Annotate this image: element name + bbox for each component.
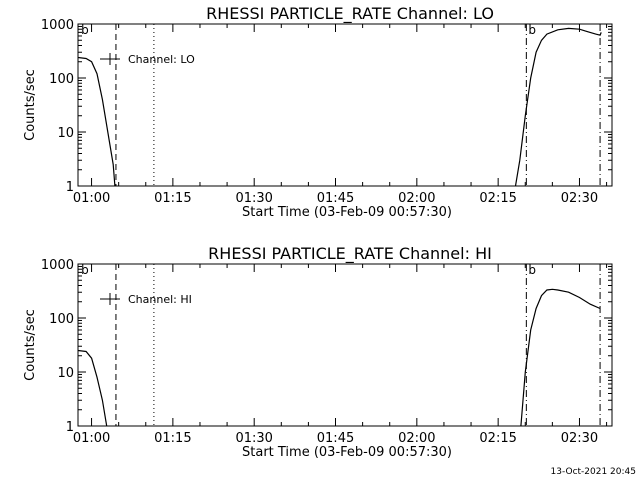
marker-label: b: [81, 23, 89, 37]
x-tick-label: 01:15: [154, 431, 191, 446]
legend-label: Channel: HI: [128, 293, 192, 306]
y-tick-label: 1000: [41, 18, 74, 33]
series-line: [520, 288, 601, 426]
x-tick-label: 01:00: [73, 191, 110, 206]
x-tick-label: 02:15: [479, 191, 516, 206]
x-axis-label: Start Time (03-Feb-09 00:57:30): [242, 445, 452, 460]
x-tick-label: 01:15: [154, 191, 191, 206]
x-tick-label: 02:30: [561, 431, 598, 446]
x-tick-label: 02:15: [479, 431, 516, 446]
y-tick-label: 1: [66, 420, 74, 435]
y-tick-label: 1000: [41, 258, 74, 273]
marker-label: b: [528, 263, 536, 277]
y-tick-label: 100: [49, 72, 74, 87]
series-line: [78, 349, 108, 426]
y-axis-label: Counts/sec: [23, 309, 38, 381]
x-tick-label: 01:30: [235, 431, 272, 446]
chart-panel-0: RHESSI PARTICLE_RATE Channel: LO 1 10 100 10…: [23, 4, 613, 220]
y-tick-label: 100: [49, 312, 74, 327]
chart-title: RHESSI PARTICLE_RATE Channel: HI: [208, 244, 492, 264]
series-line: [514, 27, 602, 186]
plot-frame: [77, 263, 613, 427]
x-tick-label: 01:45: [317, 191, 354, 206]
x-tick-label: 01:00: [73, 431, 110, 446]
y-tick-label: 10: [57, 126, 74, 141]
chart-title: RHESSI PARTICLE_RATE Channel: LO: [206, 4, 494, 24]
x-tick-label: 02:00: [398, 191, 435, 206]
marker-label: b: [528, 23, 536, 37]
x-tick-label: 01:30: [235, 191, 272, 206]
footer-timestamp: 13-Oct-2021 20:45: [551, 467, 636, 477]
x-tick-label: 02:30: [561, 191, 598, 206]
x-axis-label: Start Time (03-Feb-09 00:57:30): [242, 205, 452, 220]
plot-frame: [77, 23, 613, 187]
legend-label: Channel: LO: [128, 53, 195, 66]
y-tick-label: 10: [57, 366, 74, 381]
marker-label: b: [81, 263, 89, 277]
x-tick-label: 02:00: [398, 431, 435, 446]
y-tick-label: 1: [66, 180, 74, 195]
chart-panel-1: RHESSI PARTICLE_RATE Channel: HI 1 10 100 10…: [23, 244, 613, 460]
x-tick-label: 01:45: [317, 431, 354, 446]
y-axis-label: Counts/sec: [23, 69, 38, 141]
series-line: [78, 56, 116, 186]
